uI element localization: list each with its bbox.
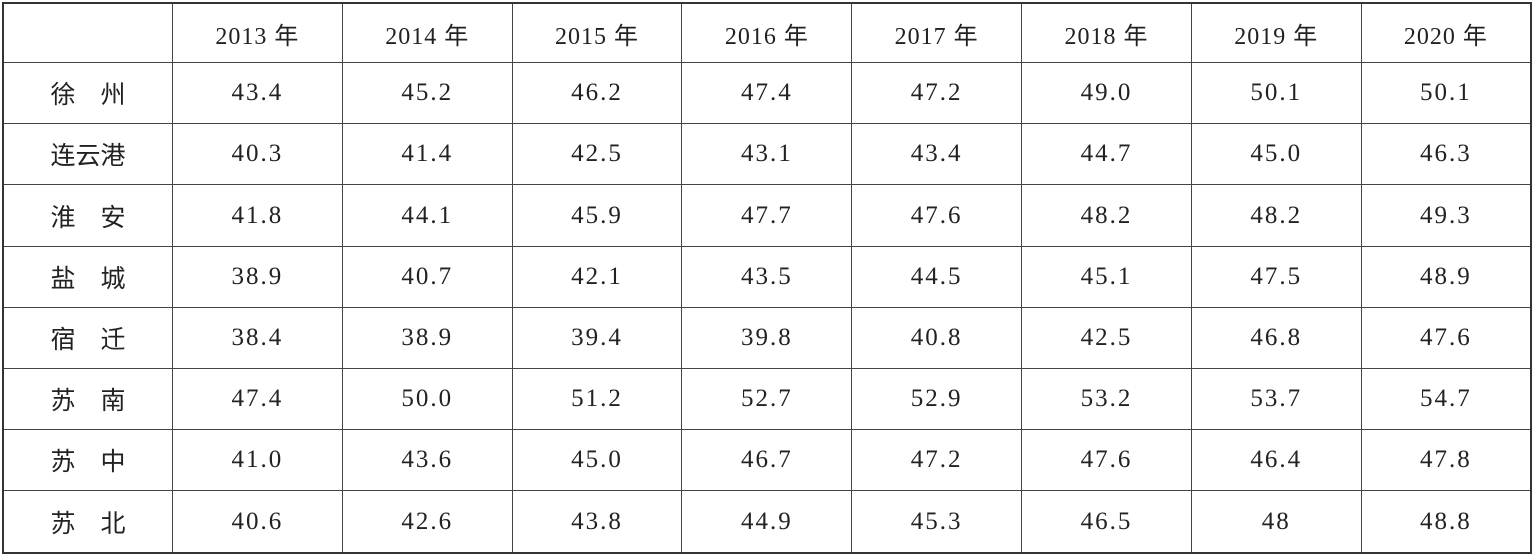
value-cell: 43.4 [172,61,343,125]
value-cell: 43.5 [681,245,853,308]
value-cell: 52.7 [681,368,853,431]
data-row: 徐 州 43.4 45.2 46.2 47.4 47.2 49.0 50.1 50.1 [2,61,1532,125]
value-cell: 40.8 [851,306,1023,370]
value-cell: 41.0 [172,429,343,492]
value-cell: 39.8 [681,306,853,370]
data-row: 苏 北 40.6 42.6 43.8 44.9 45.3 46.5 48 48.8 [2,490,1532,554]
value-cell: 49.3 [1360,184,1532,247]
value-cell: 47.6 [1360,306,1532,370]
row-label: 苏 南 [2,368,173,431]
value-cell: 47.8 [1360,429,1532,492]
value-cell: 48 [1190,490,1362,554]
value-cell: 47.6 [851,184,1023,247]
value-cell: 47.7 [681,184,853,247]
value-cell: 48.8 [1360,490,1532,554]
data-row: 盐 城 38.9 40.7 42.1 43.5 44.5 45.1 47.5 48.9 [2,245,1532,308]
value-cell: 54.7 [1360,368,1532,431]
header-cell: 2019 年 [1190,2,1362,63]
value-cell: 45.0 [511,429,683,492]
value-cell: 50.1 [1360,61,1532,125]
value-cell: 45.3 [851,490,1023,554]
value-cell: 44.9 [681,490,853,554]
value-cell: 42.5 [511,123,683,186]
value-cell: 39.4 [511,306,683,370]
data-row: 苏 南 47.4 50.0 51.2 52.7 52.9 53.2 53.7 54.7 [2,368,1532,431]
value-cell: 44.1 [341,184,513,247]
header-cell: 2018 年 [1021,2,1192,63]
value-cell: 46.5 [1021,490,1192,554]
value-cell: 46.4 [1190,429,1362,492]
value-cell: 47.5 [1190,245,1362,308]
value-cell: 48.9 [1360,245,1532,308]
value-cell: 49.0 [1021,61,1192,125]
row-label: 连云港 [2,123,173,186]
value-cell: 46.3 [1360,123,1532,186]
value-cell: 43.8 [511,490,683,554]
data-row: 连云港 40.3 41.4 42.5 43.1 43.4 44.7 45.0 46.3 [2,123,1532,186]
header-cell: 2020 年 [1360,2,1532,63]
header-row: 2013 年 2014 年 2015 年 2016 年 2017 年 2018 年 2019… [2,2,1532,63]
value-cell: 40.6 [172,490,343,554]
value-cell: 43.6 [341,429,513,492]
value-cell: 53.2 [1021,368,1192,431]
value-cell: 42.1 [511,245,683,308]
value-cell: 45.2 [341,61,513,125]
row-label: 盐 城 [2,245,173,308]
value-cell: 41.4 [341,123,513,186]
value-cell: 53.7 [1190,368,1362,431]
value-cell: 47.4 [681,61,853,125]
row-label: 苏 北 [2,490,173,554]
value-cell: 40.3 [172,123,343,186]
value-cell: 48.2 [1021,184,1192,247]
value-cell: 47.4 [172,368,343,431]
data-row: 苏 中 41.0 43.6 45.0 46.7 47.2 47.6 46.4 47.8 [2,429,1532,492]
value-cell: 50.0 [341,368,513,431]
value-cell: 38.9 [341,306,513,370]
value-cell: 52.9 [851,368,1023,431]
value-cell: 42.6 [341,490,513,554]
data-row: 宿 迁 38.4 38.9 39.4 39.8 40.8 42.5 46.8 47.6 [2,306,1532,370]
header-cell: 2017 年 [851,2,1023,63]
row-label: 淮 安 [2,184,173,247]
header-cell: 2016 年 [681,2,853,63]
value-cell: 47.6 [1021,429,1192,492]
value-cell: 38.4 [172,306,343,370]
header-cell: 2015 年 [511,2,683,63]
value-cell: 44.5 [851,245,1023,308]
value-cell: 46.2 [511,61,683,125]
value-cell: 38.9 [172,245,343,308]
value-cell: 48.2 [1190,184,1362,247]
value-cell: 46.8 [1190,306,1362,370]
header-cell: 2013 年 [172,2,343,63]
value-cell: 50.1 [1190,61,1362,125]
value-cell: 43.1 [681,123,853,186]
data-row: 淮 安 41.8 44.1 45.9 47.7 47.6 48.2 48.2 49.3 [2,184,1532,247]
value-cell: 43.4 [851,123,1023,186]
value-cell: 45.0 [1190,123,1362,186]
value-cell: 45.9 [511,184,683,247]
value-cell: 41.8 [172,184,343,247]
row-label: 苏 中 [2,429,173,492]
header-cell: 2014 年 [341,2,513,63]
value-cell: 51.2 [511,368,683,431]
value-cell: 44.7 [1021,123,1192,186]
value-cell: 47.2 [851,61,1023,125]
row-label: 徐 州 [2,61,173,125]
value-cell: 42.5 [1021,306,1192,370]
value-cell: 47.2 [851,429,1023,492]
corner-cell [2,2,173,63]
value-cell: 40.7 [341,245,513,308]
row-label: 宿 迁 [2,306,173,370]
value-cell: 45.1 [1021,245,1192,308]
value-cell: 46.7 [681,429,853,492]
